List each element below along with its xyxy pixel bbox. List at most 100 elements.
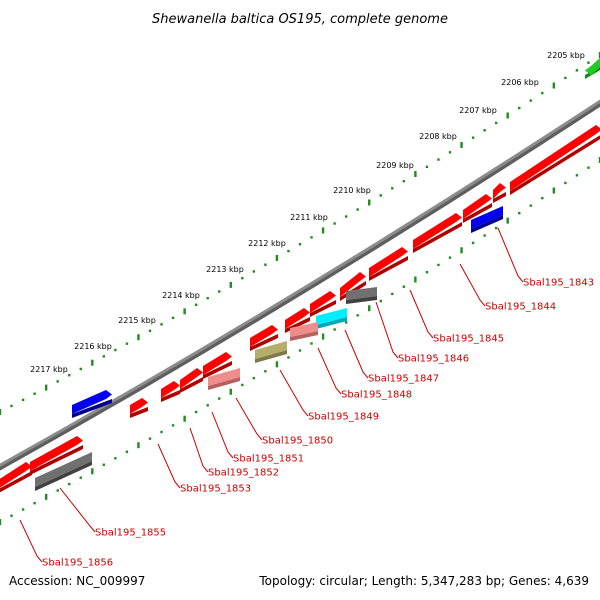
ruler-tick — [506, 112, 509, 119]
ruler-dot — [402, 285, 406, 288]
ruler-dot — [206, 296, 209, 300]
ruler-tick — [91, 359, 94, 366]
ruler-tick — [414, 276, 417, 283]
gene-box — [180, 368, 203, 393]
ruler-tick — [368, 199, 371, 206]
gene-label: Sbal195_1850 — [262, 436, 333, 447]
tick-label: 2214 kbp — [162, 291, 200, 300]
ruler-tick — [414, 171, 417, 178]
ruler-dot — [587, 166, 590, 169]
ruler-dot — [333, 328, 336, 331]
tick-label: 2213 kbp — [206, 265, 244, 274]
ruler-tick — [44, 493, 48, 500]
tick-label: 2212 kbp — [248, 239, 286, 248]
label-leader-line — [157, 443, 181, 489]
ruler-dot — [448, 256, 452, 259]
label-leader-line — [344, 329, 369, 379]
gene-label: Sbal195_1853 — [180, 484, 251, 495]
label-leader-line — [235, 397, 263, 441]
gene-labels: Sbal195_1843 Sbal195_1844 Sbal195_1845 Sbal… — [19, 227, 594, 569]
tick-label: 2217 kbp — [30, 365, 68, 374]
gene-box — [310, 291, 336, 317]
ruler-dot — [148, 329, 152, 333]
tick-label: 2206 kbp — [501, 78, 539, 87]
ruler-dot — [10, 514, 13, 517]
ruler-dot — [587, 61, 590, 64]
label-leader-line — [19, 519, 43, 563]
ruler-dot — [425, 165, 429, 169]
ruler-dot — [310, 236, 313, 239]
gene-label: Sbal195_1847 — [368, 374, 439, 385]
label-leader-line — [211, 411, 234, 459]
backbone-highlight — [0, 99, 600, 467]
map-title: Shewanella baltica OS195, complete genom… — [152, 12, 448, 27]
ruler-dot — [33, 501, 36, 505]
ruler-dot — [194, 410, 198, 414]
label-leader-line — [375, 301, 399, 359]
ruler-dot — [356, 314, 359, 317]
label-leader-line — [409, 289, 434, 339]
gene-box — [369, 247, 408, 281]
ruler-dot — [206, 404, 209, 407]
ruler-dot — [448, 151, 452, 154]
ruler-dot — [252, 270, 256, 273]
ruler-dot — [125, 450, 129, 453]
gene-box — [250, 325, 278, 351]
ruler-dot — [494, 121, 498, 125]
ruler-dot — [379, 194, 382, 197]
ruler-tick — [506, 217, 509, 224]
ruler-tick — [321, 333, 325, 340]
gene-label: Sbal195_1846 — [398, 354, 469, 365]
gene-label: Sbal195_1849 — [308, 412, 379, 423]
ruler-dot — [125, 342, 129, 345]
gene-box — [161, 381, 180, 402]
ruler-dot — [437, 263, 440, 267]
gene-box — [72, 390, 112, 418]
ruler-dot — [56, 489, 59, 492]
ruler-dot — [356, 208, 359, 211]
ruler-dot — [529, 99, 532, 102]
ruler-dot — [575, 174, 579, 177]
ruler-tick — [275, 361, 279, 368]
ruler-dot — [33, 392, 36, 395]
lower-dotted-track — [0, 157, 600, 525]
gene-box — [413, 213, 462, 253]
ruler-tick — [598, 52, 600, 58]
ruler-tick — [0, 409, 2, 415]
gene-label: Sbal195_1852 — [208, 468, 279, 479]
ruler-tick — [552, 187, 556, 194]
ruler-dot — [402, 179, 406, 183]
gene-label: Sbal195_1851 — [233, 454, 304, 465]
label-leader-line — [497, 227, 524, 283]
ruler-dot — [68, 373, 71, 377]
ruler-tick — [275, 254, 279, 261]
tick-label: 2210 kbp — [333, 186, 371, 195]
ruler-dot — [310, 342, 313, 345]
gene-label: Sbal195_1848 — [341, 390, 412, 401]
ruler-dot — [56, 380, 59, 383]
ruler-dot — [114, 457, 117, 460]
gene-box — [510, 125, 600, 195]
tick-label: 2205 kbp — [547, 51, 585, 60]
gene-box — [35, 452, 92, 491]
ruler-dot — [541, 196, 544, 200]
ruler-dot — [148, 437, 152, 440]
gene-label: Sbal195_1855 — [95, 528, 166, 539]
gene-box — [493, 183, 506, 203]
label-leader-line — [59, 487, 96, 533]
ruler-tick — [460, 247, 463, 254]
ruler-tick — [44, 384, 48, 391]
ruler-dot — [264, 263, 267, 266]
ruler-dot — [171, 316, 175, 320]
tick-label: 2207 kbp — [459, 106, 497, 115]
ruler-dot — [564, 76, 567, 80]
tick-label: 2208 kbp — [419, 132, 457, 141]
ruler-dot — [252, 376, 256, 380]
ruler-dot — [68, 482, 71, 486]
ruler-dot — [298, 243, 302, 246]
tick-labels: 2205 kbp 2206 kbp 2207 kbp 2208 kbp 2209 kbp… — [30, 51, 585, 374]
ruler-dot — [241, 276, 244, 280]
ruler-tick — [321, 227, 325, 234]
ruler-dot — [264, 370, 267, 373]
